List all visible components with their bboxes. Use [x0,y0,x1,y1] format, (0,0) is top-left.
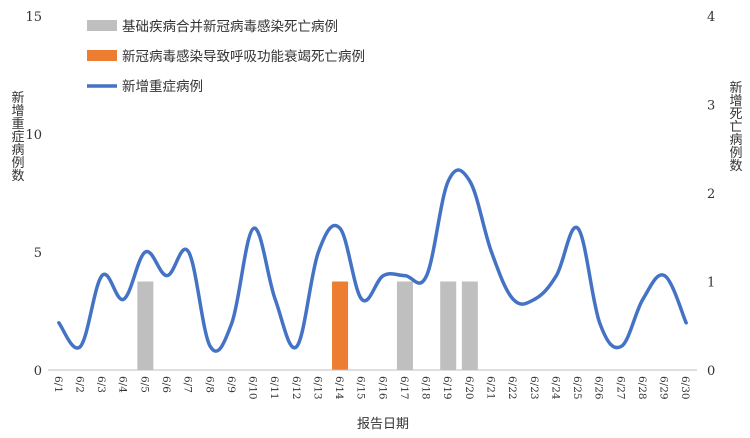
x-tick-label: 6/6 [160,376,172,393]
x-tick-label: 6/12 [290,376,302,400]
ylabel-left-text: 新增重症病例数 [9,90,25,182]
x-tick-label: 6/16 [376,376,388,400]
x-tick-label: 6/24 [549,376,561,400]
x-axis-title: 报告日期 [357,417,409,432]
x-tick-label: 6/26 [593,376,605,400]
x-tick-label: 6/20 [463,376,475,400]
x-tick-label: 6/10 [247,376,259,400]
x-tick-label: 6/23 [528,376,540,400]
legend-label-1: 基础疾病合并新冠病毒感染死亡病例 [122,18,338,35]
right-axis-title: 新增死亡病例数 [727,80,743,172]
x-tick-label: 6/22 [506,376,518,400]
x-axis-ticks: 6/1 6/2 6/3 6/4 6/5 6/6 6/7 6/8 6/9 6/10 6/11 6/12 6… [52,376,691,400]
x-tick-label: 6/14 [333,376,345,400]
bar-layer [137,281,478,370]
left-tick-label: 0 [34,364,42,379]
legend-swatch-2 [87,50,117,61]
x-tick-label: 6/27 [614,376,626,400]
left-tick-label: 10 [25,128,42,143]
x-tick-label: 6/13 [311,376,323,400]
x-tick-label: 6/15 [355,376,367,400]
bar-6-20 [461,281,478,370]
x-tick-label: 6/1 [52,376,64,393]
ylabel-right-text: 新增死亡病例数 [727,80,743,172]
right-tick-label: 1 [707,276,715,291]
right-tick-label: 3 [707,99,715,114]
legend-label-3: 新增重症病例 [122,79,203,95]
x-tick-label: 6/29 [658,376,670,400]
x-tick-label: 6/19 [441,376,453,400]
x-tick-label: 6/3 [95,376,107,393]
x-tick-label: 6/17 [398,376,410,400]
x-tick-label: 6/25 [571,376,583,400]
legend-swatch-1 [87,20,117,31]
x-tick-label: 6/5 [138,376,150,393]
x-tick-label: 6/30 [679,376,691,400]
bar-6-14 [332,281,349,370]
left-axis-ticks: 0 5 10 15 [25,10,42,379]
x-tick-label: 6/7 [182,376,194,393]
x-tick-label: 6/2 [73,376,85,393]
severe-cases-line [57,168,688,353]
x-tick-label: 6/4 [117,376,129,393]
x-tick-label: 6/28 [636,376,648,400]
x-tick-label: 6/18 [420,376,432,400]
left-axis-title: 新增重症病例数 [9,90,25,182]
x-tick-label: 6/8 [203,376,215,393]
x-tick-label: 6/9 [225,376,237,393]
bar-6-17 [396,281,413,370]
bar-6-5 [137,281,154,370]
right-tick-label: 2 [707,187,715,202]
x-tick-label: 6/21 [484,376,496,400]
left-tick-label: 15 [25,10,42,25]
right-tick-label: 0 [707,364,715,379]
left-tick-label: 5 [34,246,42,261]
x-tick-label: 6/11 [268,376,280,400]
right-tick-label: 4 [707,10,715,25]
legend-label-2: 新冠病毒感染导致呼吸功能衰竭死亡病例 [122,48,365,65]
bar-6-19 [440,281,457,370]
right-axis-ticks: 0 1 2 3 4 [707,10,715,379]
